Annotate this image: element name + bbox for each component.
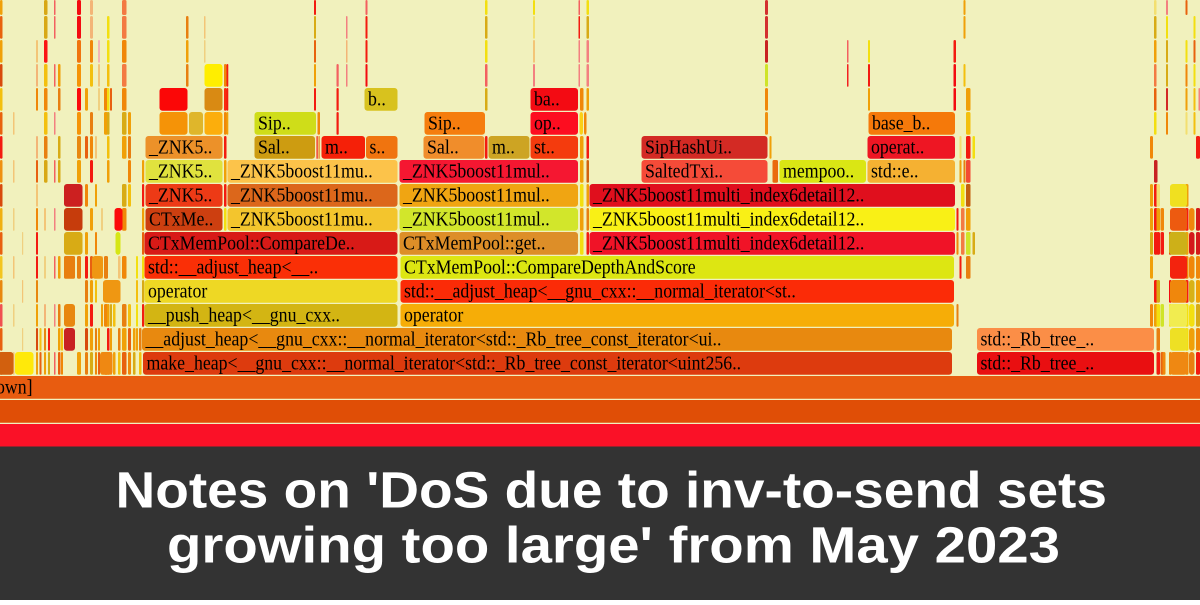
svg-text:CTxMemPool::CompareDepthAndSco: CTxMemPool::CompareDepthAndScore: [404, 256, 696, 278]
svg-text:make_heap<__gnu_cxx::__normal_: make_heap<__gnu_cxx::__normal_iterator<s…: [147, 352, 742, 374]
svg-text:s..: s..: [370, 136, 386, 158]
svg-text:__push_heap<__gnu_cxx..: __push_heap<__gnu_cxx..: [147, 304, 340, 326]
svg-text:__adjust_heap<__gnu_cxx::__nor: __adjust_heap<__gnu_cxx::__normal_iterat…: [145, 328, 722, 350]
svg-text:CTxMe..: CTxMe..: [149, 208, 213, 230]
svg-text:std::_Rb_tree_..: std::_Rb_tree_..: [981, 352, 1095, 374]
svg-text:std::e..: std::e..: [871, 160, 919, 182]
svg-text:st..: st..: [534, 136, 555, 158]
svg-text:Sal..: Sal..: [427, 136, 459, 158]
svg-text:Sip..: Sip..: [428, 112, 461, 134]
svg-text:mempoo..: mempoo..: [783, 160, 854, 182]
svg-text:b..: b..: [368, 88, 386, 110]
svg-text:growing too large' from May 20: growing too large' from May 2023: [167, 517, 1060, 574]
svg-text:_ZNK5..: _ZNK5..: [148, 136, 212, 158]
svg-text:ba..: ba..: [534, 88, 560, 110]
svg-text:std::__adjust_heap<__gnu_cxx::: std::__adjust_heap<__gnu_cxx::__normal_i…: [404, 280, 796, 302]
svg-text:_ZNK5boost11multi_index6detail: _ZNK5boost11multi_index6detail12..: [592, 208, 864, 230]
svg-text:operator: operator: [148, 280, 208, 302]
svg-text:SaltedTxi..: SaltedTxi..: [645, 160, 723, 182]
svg-text:_ZNK5boost11mu..: _ZNK5boost11mu..: [230, 184, 373, 206]
svg-text:std::_Rb_tree_..: std::_Rb_tree_..: [981, 328, 1095, 350]
svg-text:_ZNK5boost11mul..: _ZNK5boost11mul..: [402, 160, 550, 182]
svg-text:operat..: operat..: [871, 136, 924, 158]
svg-text:_ZNK5..: _ZNK5..: [148, 184, 212, 206]
svg-text:_ZNK5boost11mu..: _ZNK5boost11mu..: [230, 208, 373, 230]
svg-text:_ZNK5boost11mul..: _ZNK5boost11mul..: [402, 208, 550, 230]
svg-text:Sal..: Sal..: [258, 136, 290, 158]
svg-text:m..: m..: [492, 136, 515, 158]
svg-text:_ZNK5boost11multi_index6detail: _ZNK5boost11multi_index6detail12..: [592, 232, 864, 254]
svg-text:own]: own]: [0, 376, 33, 398]
svg-text:_ZNK5boost11mu..: _ZNK5boost11mu..: [230, 160, 373, 182]
svg-text:CTxMemPool::get..: CTxMemPool::get..: [403, 232, 545, 254]
svg-text:SipHashUi..: SipHashUi..: [645, 136, 732, 158]
svg-text:operator: operator: [404, 304, 464, 326]
svg-text:Sip..: Sip..: [258, 112, 291, 134]
svg-text:Notes on 'DoS due to inv-to-se: Notes on 'DoS due to inv-to-send sets: [116, 462, 1108, 519]
svg-text:_ZNK5..: _ZNK5..: [148, 160, 212, 182]
svg-text:_ZNK5boost11multi_index6detail: _ZNK5boost11multi_index6detail12..: [592, 184, 864, 206]
svg-text:CTxMemPool::CompareDe..: CTxMemPool::CompareDe..: [148, 232, 355, 254]
svg-text:std::__adjust_heap<__..: std::__adjust_heap<__..: [148, 256, 318, 278]
svg-text:base_b..: base_b..: [872, 112, 930, 134]
svg-text:_ZNK5boost11mul..: _ZNK5boost11mul..: [402, 184, 550, 206]
svg-text:m..: m..: [325, 136, 348, 158]
svg-text:op..: op..: [534, 112, 561, 134]
